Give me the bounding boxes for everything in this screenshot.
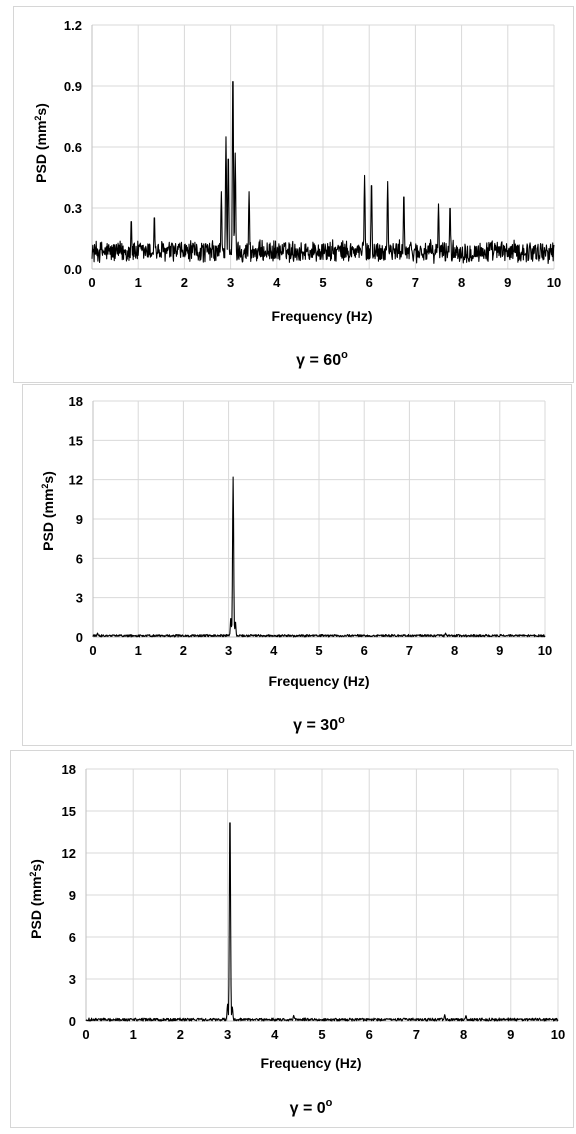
psd-series-line (92, 476, 546, 638)
x-tick-label: 7 (406, 643, 413, 658)
x-tick-label: 8 (458, 275, 465, 290)
x-axis-label: Frequency (Hz) (268, 673, 369, 689)
y-tick-label: 15 (69, 433, 83, 448)
chart-panel-60: PSD (mm2s) Frequency (Hz) γ = 60o 0 1 2 3 4 5… (13, 6, 574, 383)
x-tick-label: 7 (412, 275, 419, 290)
y-tick-label: 0 (76, 630, 83, 645)
y-tick-label: 3 (69, 972, 76, 987)
x-tick-label: 6 (361, 643, 368, 658)
y-tick-label: 6 (76, 551, 83, 566)
x-tick-label: 10 (547, 275, 561, 290)
x-tick-label: 7 (413, 1027, 420, 1042)
x-tick-label: 3 (224, 1027, 231, 1042)
y-tick-label: 12 (69, 473, 83, 488)
psd-series-line (85, 822, 559, 1022)
x-tick-label: 3 (225, 643, 232, 658)
x-axis-label: Frequency (Hz) (260, 1055, 361, 1071)
y-axis-label: PSD (mm2s) (28, 859, 44, 939)
x-tick-label: 2 (177, 1027, 184, 1042)
psd-chart-60: PSD (mm2s) Frequency (Hz) γ = 60o 0 1 2 3 4 5… (33, 18, 561, 369)
x-tick-label: 3 (227, 275, 234, 290)
psd-series-line (91, 81, 555, 265)
y-tick-label: 9 (76, 512, 83, 527)
x-tick-label: 1 (135, 643, 142, 658)
x-tick-label: 10 (551, 1027, 565, 1042)
y-tick-label: 18 (69, 394, 83, 409)
y-tick-label: 15 (62, 804, 76, 819)
y-tick-label: 0 (69, 1014, 76, 1029)
y-tick-label: 12 (62, 846, 76, 861)
x-axis-label: Frequency (Hz) (271, 308, 372, 324)
x-tick-label: 6 (366, 275, 373, 290)
x-tick-label: 4 (270, 643, 278, 658)
y-tick-label: 18 (62, 762, 76, 777)
x-tick-label: 5 (318, 1027, 325, 1042)
x-tick-label: 2 (181, 275, 188, 290)
x-tick-label: 4 (271, 1027, 279, 1042)
y-axis-label: PSD (mm2s) (40, 471, 56, 551)
chart-caption: γ = 30o (293, 714, 345, 734)
y-tick-label: 6 (69, 930, 76, 945)
y-tick-label: 0.3 (64, 201, 82, 216)
x-tick-label: 5 (315, 643, 322, 658)
x-tick-label: 10 (538, 643, 552, 658)
chart-caption: γ = 60o (296, 349, 348, 369)
x-tick-label: 9 (496, 643, 503, 658)
chart-caption: γ = 0o (290, 1097, 333, 1117)
x-tick-label: 0 (82, 1027, 89, 1042)
x-tick-label: 1 (135, 275, 142, 290)
y-tick-label: 0.0 (64, 262, 82, 277)
y-tick-label: 9 (69, 888, 76, 903)
y-axis-label: PSD (mm2s) (33, 103, 49, 183)
x-tick-label: 0 (88, 275, 95, 290)
x-tick-label: 4 (273, 275, 281, 290)
x-tick-label: 2 (180, 643, 187, 658)
x-tick-label: 1 (130, 1027, 137, 1042)
x-tick-label: 6 (366, 1027, 373, 1042)
x-tick-label: 0 (89, 643, 96, 658)
x-tick-label: 8 (460, 1027, 467, 1042)
y-tick-label: 1.2 (64, 18, 82, 33)
y-tick-label: 0.6 (64, 140, 82, 155)
y-tick-label: 3 (76, 591, 83, 606)
x-tick-label: 8 (451, 643, 458, 658)
x-tick-label: 9 (504, 275, 511, 290)
x-tick-label: 9 (507, 1027, 514, 1042)
x-tick-label: 5 (319, 275, 326, 290)
y-tick-label: 0.9 (64, 79, 82, 94)
